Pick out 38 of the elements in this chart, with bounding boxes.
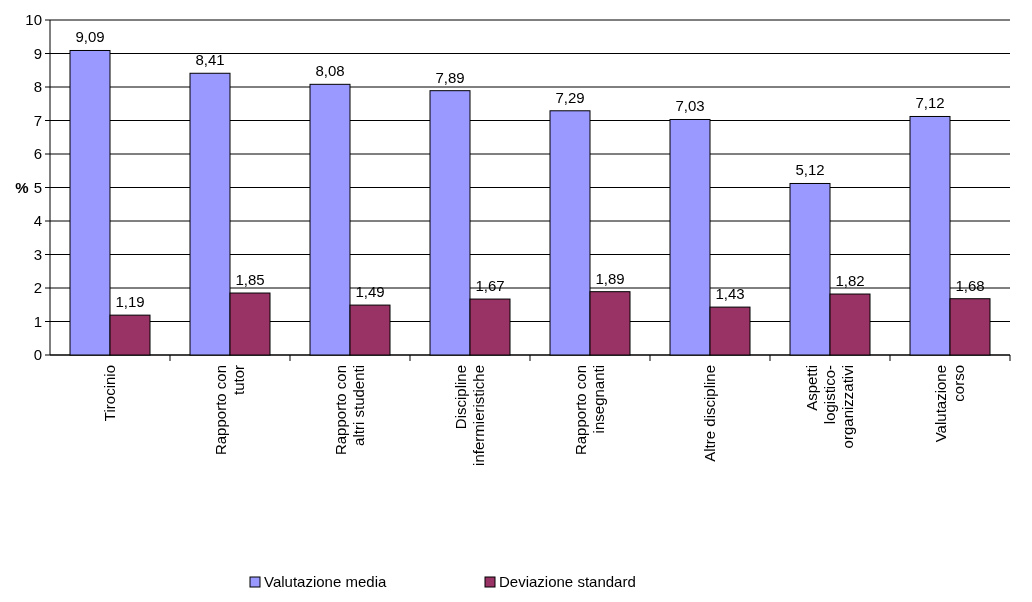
y-tick-label: 0: [33, 346, 42, 364]
y-tick-label: 5: [33, 178, 42, 196]
x-tick-label: Rapporto con insegnanti: [572, 365, 608, 456]
data-label: 1,85: [235, 271, 265, 289]
y-tick-label: 6: [33, 145, 42, 163]
data-label: 8,08: [315, 62, 345, 80]
x-tick-label: Tirocinio: [101, 365, 119, 422]
data-label: 7,03: [675, 97, 705, 115]
x-tick-label: Rapporto con tutor: [212, 365, 248, 456]
legend-label: Valutazione media: [264, 573, 387, 591]
y-tick-label: 2: [33, 279, 42, 297]
y-tick-label: 8: [33, 78, 42, 96]
data-label: 7,29: [555, 88, 585, 106]
y-tick-label: 9: [33, 44, 42, 62]
y-tick-label: 10: [25, 11, 42, 29]
x-tick-label: Discipline infermieristiche: [452, 365, 488, 466]
y-axis-title: %: [15, 178, 29, 196]
data-label: 1,43: [715, 285, 745, 303]
data-label: 1,82: [835, 272, 865, 290]
data-label: 1,49: [355, 283, 385, 301]
x-tick-label: Altre discipline: [701, 365, 719, 462]
data-label: 1,67: [475, 277, 505, 295]
y-tick-label: 7: [33, 111, 42, 129]
data-label: 5,12: [795, 161, 825, 179]
y-tick-label: 3: [33, 245, 42, 263]
data-label: 1,89: [595, 269, 625, 287]
y-tick-label: 1: [33, 312, 42, 330]
data-label: 8,41: [195, 51, 225, 69]
data-label: 1,19: [115, 293, 145, 311]
y-tick-label: 4: [33, 212, 42, 230]
x-tick-label: Valutazione corso: [932, 365, 968, 443]
legend-label: Deviazione standard: [499, 573, 636, 591]
data-label: 9,09: [75, 28, 105, 46]
x-tick-label: Rapporto con altri studenti: [332, 365, 368, 456]
x-tick-label: Aspetti logistico- organizzativi: [803, 365, 857, 449]
data-label: 7,89: [435, 68, 465, 86]
data-label: 7,12: [915, 94, 945, 112]
data-label: 1,68: [955, 276, 985, 294]
